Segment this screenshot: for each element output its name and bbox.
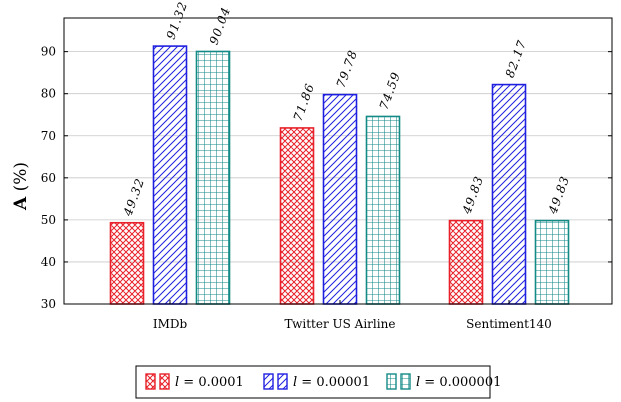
- y-tick-label: 40: [41, 255, 56, 269]
- y-tick-label: 90: [41, 45, 56, 59]
- data-label: 49.83: [459, 174, 486, 217]
- x-axis-categories: IMDb Twitter US Airline Sentiment140: [153, 300, 552, 331]
- bar: [491, 83, 527, 305]
- y-tick-label: 70: [41, 129, 56, 143]
- legend-swatch: [277, 373, 288, 390]
- bar: [534, 219, 570, 305]
- legend-swatch: [159, 373, 170, 390]
- legend-swatch: [386, 373, 397, 390]
- plot-frame: [63, 17, 613, 305]
- data-label: 79.78: [334, 48, 361, 90]
- y-tick-label: 80: [41, 87, 56, 101]
- y-axis-label: A (%): [11, 162, 31, 211]
- y-axis-label-bold: A: [11, 196, 31, 211]
- x-category-label: Sentiment140: [466, 317, 552, 331]
- bar: [448, 219, 484, 305]
- legend-swatch: [263, 373, 274, 390]
- y-tick-label: 60: [41, 171, 56, 185]
- legend-label: l = 0.00001: [293, 375, 370, 390]
- data-label: 49.32: [120, 176, 147, 219]
- data-label: 74.59: [377, 70, 404, 112]
- bars: [109, 45, 570, 305]
- legend-swatch: [400, 373, 411, 390]
- legend-box: [135, 365, 491, 399]
- bar: [152, 45, 188, 305]
- y-tick-label: 30: [41, 297, 56, 311]
- bar: [109, 221, 145, 305]
- y-axis-ticks: 30 40 50 60 70 80 90: [41, 45, 612, 311]
- x-category-label: Twitter US Airline: [285, 317, 396, 331]
- bar: [279, 127, 315, 305]
- x-category-label: IMDb: [153, 317, 188, 331]
- data-label: 49.83: [545, 174, 572, 217]
- y-tick-label: 50: [41, 213, 56, 227]
- data-label: 82.17: [503, 38, 530, 80]
- legend-label: l = 0.0001: [175, 375, 244, 390]
- bar: [195, 50, 231, 305]
- legend: l = 0.0001 l = 0.00001 l = 0.000001: [135, 365, 501, 399]
- data-label: 71.86: [291, 81, 318, 123]
- legend-label: l = 0.000001: [416, 375, 501, 390]
- bar: [322, 93, 358, 305]
- data-label: 90.04: [207, 5, 234, 47]
- data-label: 91.32: [164, 0, 191, 41]
- y-axis-label-unit: (%): [11, 162, 31, 197]
- bar: [365, 115, 401, 305]
- legend-swatch: [145, 373, 156, 390]
